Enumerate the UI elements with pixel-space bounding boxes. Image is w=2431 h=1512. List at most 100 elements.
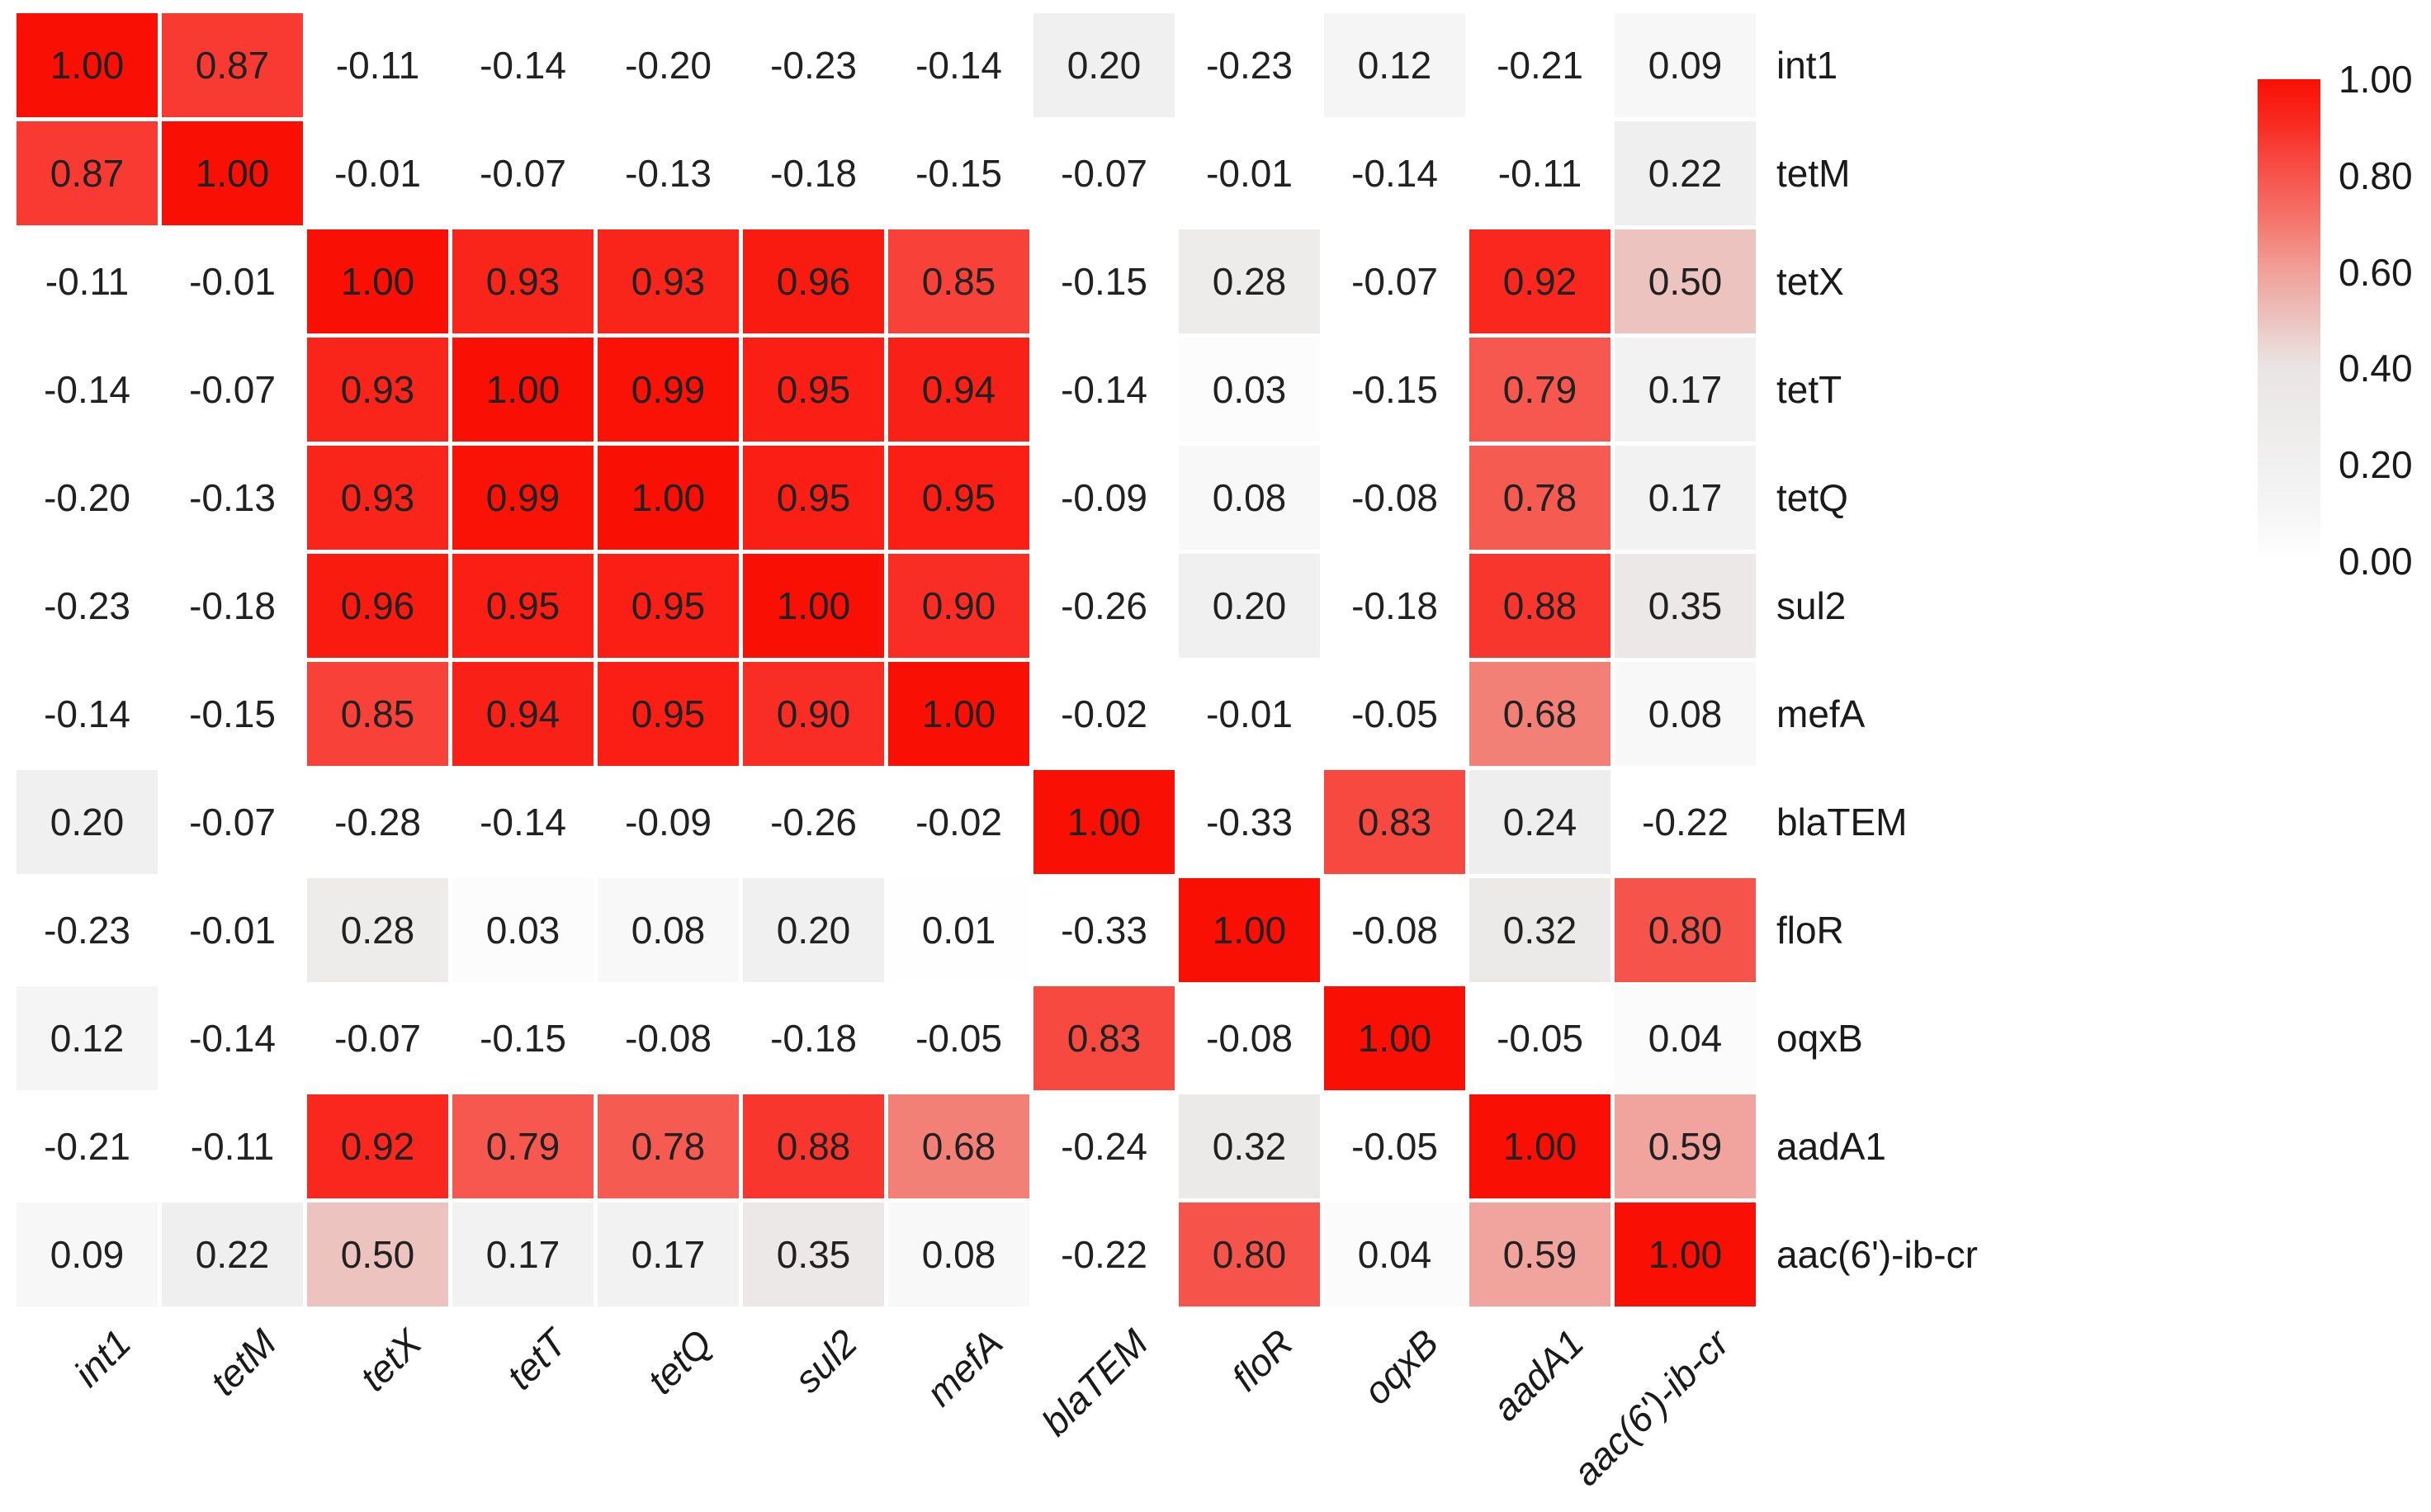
heatmap-cell: 0.80 (1179, 1203, 1320, 1306)
heatmap-cell: 0.03 (452, 878, 594, 982)
heatmap-cell: -0.14 (452, 13, 594, 117)
heatmap-cell: -0.13 (598, 121, 739, 225)
heatmap-cell: 0.85 (888, 229, 1029, 333)
heatmap-cell: 0.90 (888, 554, 1029, 658)
row-label: tetX (1776, 260, 1844, 303)
heatmap-cell: 0.95 (888, 446, 1029, 550)
heatmap-cell: -0.15 (1324, 338, 1465, 442)
heatmap-cell: -0.09 (598, 770, 739, 874)
heatmap-cell: 0.92 (307, 1094, 448, 1198)
heatmap-cell: -0.05 (1324, 1094, 1465, 1198)
heatmap-cell: 1.00 (888, 662, 1029, 766)
heatmap-cell: -0.14 (162, 986, 303, 1090)
heatmap-cell: 0.96 (307, 554, 448, 658)
heatmap-cell: 0.93 (452, 229, 594, 333)
row-label: blaTEM (1776, 801, 1908, 843)
heatmap-cell: 0.95 (743, 338, 884, 442)
row-label: floR (1776, 909, 1844, 952)
heatmap-cell: 0.28 (307, 878, 448, 982)
heatmap-cell: -0.01 (162, 229, 303, 333)
heatmap-cell: -0.01 (162, 878, 303, 982)
heatmap-cell: 0.08 (1615, 662, 1756, 766)
heatmap-cell: -0.23 (17, 878, 158, 982)
legend-tick-label: 0.80 (2339, 154, 2413, 197)
row-label: oqxB (1776, 1017, 1863, 1060)
x-axis-label: int1 (64, 1321, 139, 1395)
heatmap-cell: 0.93 (307, 338, 448, 442)
heatmap-cell: -0.21 (1469, 13, 1610, 117)
heatmap-cell: 0.79 (452, 1094, 594, 1198)
heatmap-cell: -0.18 (1324, 554, 1465, 658)
heatmap-cell: 0.22 (162, 1203, 303, 1306)
heatmap-cell: -0.33 (1179, 770, 1320, 874)
heatmap-cell: -0.01 (307, 121, 448, 225)
heatmap-cell: -0.26 (743, 770, 884, 874)
x-axis-label: aac(6')-ib-cr (1563, 1321, 1737, 1494)
heatmap-cell: 1.00 (307, 229, 448, 333)
heatmap-cell: 0.35 (1615, 554, 1756, 658)
heatmap-cell: 1.00 (452, 338, 594, 442)
heatmap-cell: -0.02 (888, 770, 1029, 874)
heatmap-cell: -0.18 (743, 986, 884, 1090)
heatmap-cell: 0.68 (888, 1094, 1029, 1198)
heatmap-cell: -0.08 (1179, 986, 1320, 1090)
x-axis-label: tetQ (638, 1321, 720, 1402)
heatmap-cell: -0.11 (307, 13, 448, 117)
heatmap-cell: 0.24 (1469, 770, 1610, 874)
heatmap-cell: 0.95 (598, 662, 739, 766)
heatmap-cell: 0.20 (743, 878, 884, 982)
heatmap-cell: 0.04 (1324, 1203, 1465, 1306)
heatmap-cell: -0.22 (1615, 770, 1756, 874)
heatmap-cell: 0.50 (307, 1203, 448, 1306)
x-axis-label: mefA (917, 1321, 1010, 1415)
x-axis-label: oqxB (1355, 1321, 1446, 1413)
row-label: mefA (1776, 692, 1866, 735)
heatmap-cell: 1.00 (743, 554, 884, 658)
heatmap-cell: -0.09 (1033, 446, 1175, 550)
x-axis-label: tetX (351, 1321, 429, 1400)
heatmap-cell: 0.93 (307, 446, 448, 550)
heatmap-cell: 1.00 (1324, 986, 1465, 1090)
heatmap-cell: -0.08 (1324, 878, 1465, 982)
heatmap-cell: -0.11 (162, 1094, 303, 1198)
heatmap-cell: -0.18 (743, 121, 884, 225)
heatmap-cell: 0.50 (1615, 229, 1756, 333)
heatmap-cell: -0.11 (1469, 121, 1610, 225)
heatmap-cell: 0.80 (1615, 878, 1756, 982)
heatmap-cell: 1.00 (1179, 878, 1320, 982)
row-label: int1 (1776, 44, 1838, 87)
legend-tick-label: 1.00 (2339, 58, 2413, 101)
heatmap-cell: -0.14 (1324, 121, 1465, 225)
heatmap-cell: 0.92 (1469, 229, 1610, 333)
heatmap-cell: 0.79 (1469, 338, 1610, 442)
heatmap-cell: 1.00 (17, 13, 158, 117)
heatmap-cell: 0.12 (17, 986, 158, 1090)
heatmap-cell: -0.20 (17, 446, 158, 550)
heatmap-cell: -0.14 (17, 338, 158, 442)
legend-gradient-bar (2258, 79, 2320, 561)
row-label: aac(6')-ib-cr (1776, 1233, 1978, 1276)
heatmap-cell: 0.08 (598, 878, 739, 982)
heatmap-cell: 0.59 (1469, 1203, 1610, 1306)
heatmap-cell: -0.15 (1033, 229, 1175, 333)
row-label: tetM (1776, 152, 1851, 195)
heatmap-cell: 1.00 (1469, 1094, 1610, 1198)
heatmap-cell: 0.83 (1324, 770, 1465, 874)
heatmap-cell: -0.13 (162, 446, 303, 550)
heatmap-cell: 0.88 (1469, 554, 1610, 658)
heatmap-cell: 0.85 (307, 662, 448, 766)
heatmap-grid: 1.00 0.87 -0.11 -0.14 -0.20 -0.23 -0.14 0.20 -0.… (17, 13, 1756, 1306)
heatmap-cell: 0.87 (17, 121, 158, 225)
x-axis-label: floR (1223, 1321, 1301, 1400)
heatmap-cell: -0.05 (888, 986, 1029, 1090)
heatmap-cell: -0.08 (1324, 446, 1465, 550)
heatmap-cell: 0.22 (1615, 121, 1756, 225)
heatmap-cell: 1.00 (1033, 770, 1175, 874)
heatmap-cell: -0.05 (1324, 662, 1465, 766)
heatmap-cell: 0.08 (1179, 446, 1320, 550)
heatmap-cell: 0.03 (1179, 338, 1320, 442)
row-label: tetQ (1776, 476, 1848, 519)
heatmap-cell: -0.11 (17, 229, 158, 333)
heatmap-cell: -0.07 (1033, 121, 1175, 225)
heatmap-cell: -0.14 (452, 770, 594, 874)
